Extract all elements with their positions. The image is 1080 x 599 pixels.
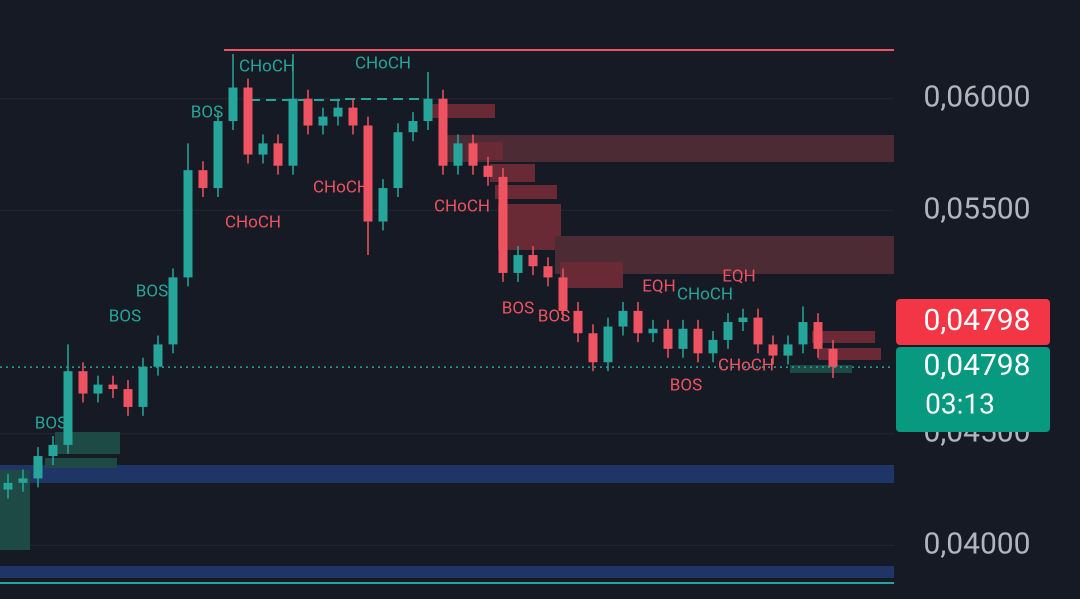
supply-block <box>560 262 623 288</box>
demand-band <box>0 566 894 578</box>
candle-body <box>93 384 103 394</box>
annotation: CHoCH <box>677 284 733 304</box>
candle-body <box>438 98 448 166</box>
order-block <box>790 365 852 373</box>
candle-body <box>663 328 673 349</box>
candle-body <box>333 107 343 117</box>
price-badge <box>896 347 1050 432</box>
supply-block <box>495 185 557 199</box>
candle-body <box>558 277 568 311</box>
price-badge <box>896 299 1050 345</box>
candle-body <box>3 482 13 490</box>
supply-block <box>812 331 875 343</box>
annotation: BOS <box>502 298 534 318</box>
candle-body <box>138 366 148 407</box>
annotation: CHoCH <box>355 53 411 73</box>
structure-line <box>250 98 425 101</box>
annotation: BOS <box>35 413 67 433</box>
supply-block <box>490 164 535 182</box>
candle-body <box>543 266 553 278</box>
candle-body <box>603 326 613 363</box>
annotation: CHoCH <box>718 355 774 375</box>
candle-body <box>468 143 478 166</box>
candle-body <box>648 328 658 334</box>
candle-body <box>798 322 808 345</box>
zones <box>0 49 894 584</box>
y-tick-label: 0,05500 <box>923 191 1030 226</box>
candle-body <box>573 310 583 334</box>
candle-body <box>453 143 463 166</box>
candle-body <box>63 371 73 445</box>
candle-body <box>213 121 223 189</box>
candle-body <box>678 328 688 349</box>
candle-body <box>408 121 418 133</box>
candle-body <box>813 322 823 349</box>
price-label: 0,04798 <box>923 348 1030 383</box>
annotation: BOS <box>191 102 223 122</box>
candle-body <box>708 339 718 354</box>
candle-body <box>738 317 748 323</box>
candle-body <box>378 188 388 222</box>
candle-body <box>618 310 628 327</box>
price-label: 0,04798 <box>923 303 1030 338</box>
supply-block <box>818 348 881 360</box>
supply-block <box>498 204 561 250</box>
candle-body <box>18 478 28 483</box>
candle-body <box>828 348 838 367</box>
annotation: BOS <box>136 281 168 301</box>
candle-body <box>108 384 118 390</box>
candle-body <box>423 98 433 122</box>
candle-body <box>318 116 328 126</box>
annotation: EQH <box>642 276 676 296</box>
candle-body <box>693 328 703 354</box>
candle-body <box>288 98 298 166</box>
annotation: CHoCH <box>239 56 295 76</box>
candle-body <box>183 170 193 278</box>
order-block <box>45 458 117 468</box>
candle-body <box>78 371 88 394</box>
annotation: CHoCH <box>313 177 369 197</box>
annotation: EQH <box>722 266 756 286</box>
candle-body <box>513 255 523 273</box>
candle-body <box>768 344 778 356</box>
candle-body <box>153 344 163 367</box>
annotation: CHoCH <box>434 196 490 216</box>
candle-body <box>273 143 283 166</box>
annotation: BOS <box>109 306 141 326</box>
candle-body <box>258 143 268 155</box>
candle-body <box>348 107 358 126</box>
candle-body <box>498 176 508 273</box>
candle-body <box>588 333 598 363</box>
candle-body <box>33 456 43 479</box>
candle-body <box>633 310 643 334</box>
countdown: 03:13 <box>925 387 995 420</box>
candle-body <box>528 255 538 267</box>
y-tick-label: 0,06000 <box>923 80 1030 115</box>
annotation: CHoCH <box>225 212 281 232</box>
candle-body <box>753 317 763 345</box>
candle-body <box>123 389 133 407</box>
annotation: BOS <box>538 306 570 326</box>
demand-band <box>0 465 894 483</box>
candle-body <box>48 444 58 457</box>
supply-block <box>470 142 503 160</box>
candle-body <box>723 322 733 340</box>
candle-body <box>228 87 238 122</box>
candle-body <box>483 165 493 177</box>
annotation: BOS <box>670 375 702 395</box>
supply-block <box>445 135 894 162</box>
candle-body <box>198 170 208 189</box>
candle-body <box>783 344 793 356</box>
candle-body <box>363 125 373 222</box>
y-tick-label: 0,04000 <box>923 526 1030 561</box>
candle-body <box>393 132 403 189</box>
candle-body <box>168 277 178 345</box>
candle-body <box>303 98 313 126</box>
candle-body <box>243 87 253 155</box>
